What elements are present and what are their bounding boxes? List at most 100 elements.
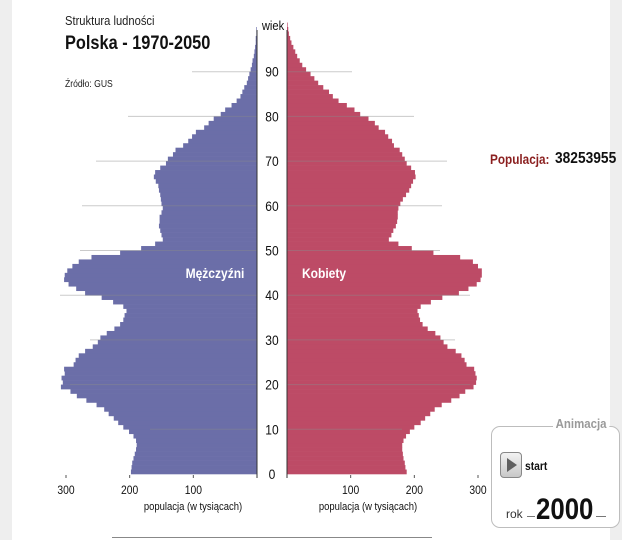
female-bar-age-17 xyxy=(287,393,460,399)
male-bar-age-0 xyxy=(130,469,257,475)
male-bar-age-24 xyxy=(73,362,257,368)
female-bar-age-49 xyxy=(287,250,434,256)
male-bar-age-55 xyxy=(158,223,257,229)
male-bar-age-44 xyxy=(64,272,257,278)
male-bar-age-49 xyxy=(120,250,257,256)
female-bar-age-36 xyxy=(287,308,418,314)
female-bar-age-0 xyxy=(287,469,407,475)
female-bar-age-35 xyxy=(287,313,419,318)
female-bar-age-55 xyxy=(287,223,396,229)
male-bar-age-41 xyxy=(76,286,257,292)
age-gridlines xyxy=(60,71,470,430)
female-bar-age-72 xyxy=(287,147,400,153)
male-bar-age-89 xyxy=(249,71,257,77)
female-bar-age-74 xyxy=(287,138,393,144)
female-bar-age-32 xyxy=(287,326,428,332)
female-bar-age-85 xyxy=(287,89,330,95)
female-bar-age-82 xyxy=(287,102,347,108)
female-bar-age-93 xyxy=(287,53,298,59)
female-bar-age-68 xyxy=(287,165,412,171)
x-tick-female-100: 100 xyxy=(342,484,359,497)
male-bar-age-18 xyxy=(70,389,257,394)
male-bar-age-48 xyxy=(91,254,257,260)
female-bar-age-96 xyxy=(287,40,292,46)
female-bar-age-11 xyxy=(287,420,421,426)
male-bar-age-30 xyxy=(100,335,257,341)
male-bar-age-12 xyxy=(113,415,257,421)
female-bar-age-86 xyxy=(287,85,324,90)
x-tick-female-300: 300 xyxy=(469,484,486,497)
female-bar-age-10 xyxy=(287,424,415,430)
age-tick-20: 20 xyxy=(265,377,278,393)
female-bar-age-18 xyxy=(287,389,466,394)
male-bar-age-73 xyxy=(183,143,257,148)
female-bar-age-39 xyxy=(287,295,443,300)
male-bar-age-31 xyxy=(106,330,257,336)
male-bar-age-54 xyxy=(160,228,257,233)
female-bar-age-45 xyxy=(287,268,482,274)
female-bars xyxy=(287,22,482,475)
male-bar-age-47 xyxy=(78,259,257,265)
male-bar-age-69 xyxy=(165,161,257,166)
female-bar-age-60 xyxy=(287,201,401,207)
female-bar-age-78 xyxy=(287,120,375,126)
chart-axes: 0 10 20 30 40 50 60 70 80 90 300 300 200 200 100 100 xyxy=(57,30,487,497)
female-bar-age-70 xyxy=(287,156,405,162)
female-bar-age-33 xyxy=(287,322,423,327)
population-value: 38253955 xyxy=(555,150,617,167)
female-bar-age-14 xyxy=(287,406,435,412)
male-bar-age-57 xyxy=(159,214,257,220)
age-tick-90: 90 xyxy=(265,64,278,80)
female-bar-age-100 xyxy=(287,22,288,28)
female-bar-age-30 xyxy=(287,335,441,341)
female-bar-age-63 xyxy=(287,187,410,193)
female-bar-age-59 xyxy=(287,205,399,211)
male-bar-age-28 xyxy=(92,344,258,350)
male-bar-age-97 xyxy=(255,35,257,41)
female-bar-age-58 xyxy=(287,210,398,216)
start-label[interactable]: start xyxy=(525,459,548,473)
timeline-track xyxy=(112,537,432,538)
male-bar-age-75 xyxy=(192,134,257,140)
play-icon xyxy=(507,458,517,472)
female-bar-age-28 xyxy=(287,344,448,350)
male-bar-age-25 xyxy=(75,357,257,363)
x-axis-label-right: populacja (w tysiącach) xyxy=(319,501,417,513)
female-bar-age-94 xyxy=(287,49,296,55)
male-bar-age-20 xyxy=(62,380,257,385)
male-bar-age-35 xyxy=(124,313,257,318)
male-bar-age-22 xyxy=(64,371,257,376)
male-bar-age-45 xyxy=(67,268,257,274)
male-bar-age-79 xyxy=(213,116,257,122)
male-bar-age-9 xyxy=(129,429,257,435)
male-bar-age-32 xyxy=(114,326,258,332)
female-bar-age-5 xyxy=(287,447,403,452)
female-bar-age-90 xyxy=(287,67,307,72)
female-bar-age-66 xyxy=(287,174,416,180)
start-button[interactable] xyxy=(500,452,522,478)
male-bar-age-16 xyxy=(86,398,257,403)
male-bar-age-77 xyxy=(204,125,257,131)
female-bar-age-88 xyxy=(287,76,315,81)
male-bar-age-95 xyxy=(255,44,257,50)
male-bar-age-36 xyxy=(126,308,257,314)
male-bar-age-62 xyxy=(160,192,257,198)
female-bar-age-91 xyxy=(287,62,303,68)
female-bar-age-23 xyxy=(287,366,475,372)
female-bar-age-15 xyxy=(287,402,442,408)
male-bar-age-39 xyxy=(101,295,257,300)
male-bar-age-6 xyxy=(136,442,257,448)
female-bar-age-31 xyxy=(287,330,436,336)
male-bar-age-19 xyxy=(60,384,258,390)
male-bar-age-46 xyxy=(72,263,257,269)
female-bar-age-12 xyxy=(287,415,426,421)
female-bar-age-8 xyxy=(287,433,407,439)
male-bar-age-23 xyxy=(64,366,257,372)
female-bar-age-69 xyxy=(287,161,407,166)
male-bar-age-67 xyxy=(155,170,257,175)
year-line-right xyxy=(596,516,606,517)
male-bar-age-14 xyxy=(104,406,257,412)
male-bar-age-66 xyxy=(153,174,257,180)
age-tick-30: 30 xyxy=(265,332,278,348)
source-note: Źródło: GUS xyxy=(65,79,113,90)
